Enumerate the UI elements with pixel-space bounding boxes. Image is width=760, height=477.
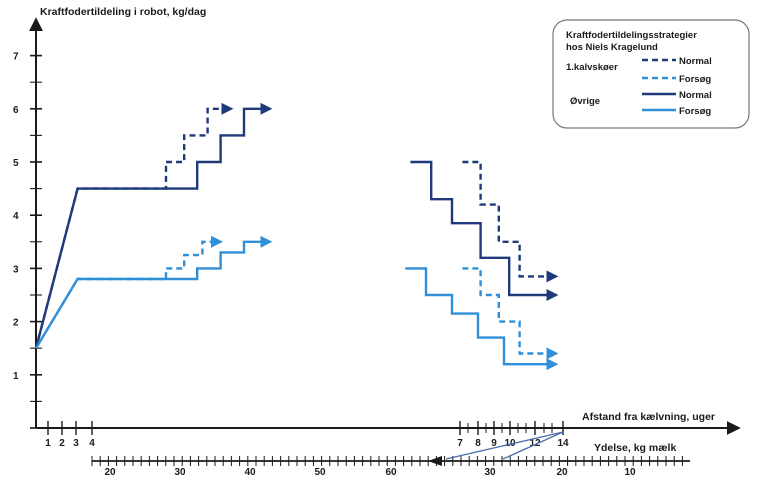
series-line-1-1	[462, 267, 559, 360]
legend-title-line1: Kraftfodertildelingsstrategier	[566, 30, 697, 41]
x-tick-label: 4	[89, 438, 95, 449]
yield-tick-label: 60	[385, 467, 397, 477]
mapping-arrow	[445, 431, 564, 460]
legend-box	[552, 19, 750, 129]
yield-tick-label: 40	[244, 467, 256, 477]
x-tick-label: 1	[45, 438, 51, 449]
yield-tick-label: 20	[556, 467, 568, 477]
legend-group-1: 1.kalvskøer	[566, 62, 618, 73]
axes	[29, 17, 741, 435]
series-line-0-1	[462, 160, 559, 283]
x-tick-label: 2	[59, 438, 65, 449]
x-tick-label: 10	[504, 438, 516, 449]
series-line-3-0	[34, 235, 273, 349]
y-tick-label: 6	[13, 105, 19, 116]
y-tick-label: 2	[13, 318, 19, 329]
yield-tick-label: 50	[314, 467, 326, 477]
yield-axis: 20 30 40 50 60 30 20 10	[91, 431, 690, 477]
series-line-1-0	[34, 235, 224, 349]
y-tick-label: 5	[13, 158, 19, 169]
series-line-2-0	[34, 102, 273, 349]
y-axis-label: Kraftfodertildeling i robot, kg/dag	[40, 6, 206, 18]
x-axis-label: Afstand fra kælvning, uger	[582, 411, 715, 423]
series-line-3-1	[405, 267, 559, 371]
legend-label-ovrige-forsog: Forsøg	[679, 106, 711, 117]
x-tick-label: 8	[475, 438, 481, 449]
y-tick-label: 3	[13, 264, 19, 275]
series-line-2-1	[410, 160, 559, 301]
y-tick-label: 4	[13, 211, 19, 222]
y-tick-label: 7	[13, 52, 19, 63]
x-ticks: 1 2 3 4 7 8 9 10 12 14	[45, 421, 569, 449]
yield-tick-label: 10	[624, 467, 636, 477]
x-tick-label: 7	[457, 438, 463, 449]
y-ticks: 1 2 3 4 5 6 7	[13, 52, 42, 429]
legend-group-2: Øvrige	[570, 96, 600, 107]
x-tick-label: 12	[529, 438, 541, 449]
x-tick-label: 9	[491, 438, 497, 449]
mapping-arrow	[502, 431, 564, 460]
legend-label-1kalv-normal: Normal	[679, 56, 712, 67]
legend-title-line2: hos Niels Kragelund	[566, 42, 658, 53]
yield-tick-label: 20	[104, 467, 116, 477]
yield-axis-label: Ydelse, kg mælk	[594, 442, 676, 454]
legend: Kraftfodertildelingsstrategier hos Niels…	[552, 19, 750, 129]
yield-axis-arrowhead	[428, 456, 442, 466]
yield-tick-label: 30	[484, 467, 496, 477]
yield-tick-label: 30	[174, 467, 186, 477]
series-layer	[34, 102, 559, 371]
y-tick-label: 1	[13, 371, 19, 382]
legend-label-1kalv-forsog: Forsøg	[679, 74, 711, 85]
series-line-0-0	[34, 102, 234, 349]
x-tick-label: 14	[557, 438, 569, 449]
x-tick-label: 3	[73, 438, 79, 449]
legend-label-ovrige-normal: Normal	[679, 90, 712, 101]
